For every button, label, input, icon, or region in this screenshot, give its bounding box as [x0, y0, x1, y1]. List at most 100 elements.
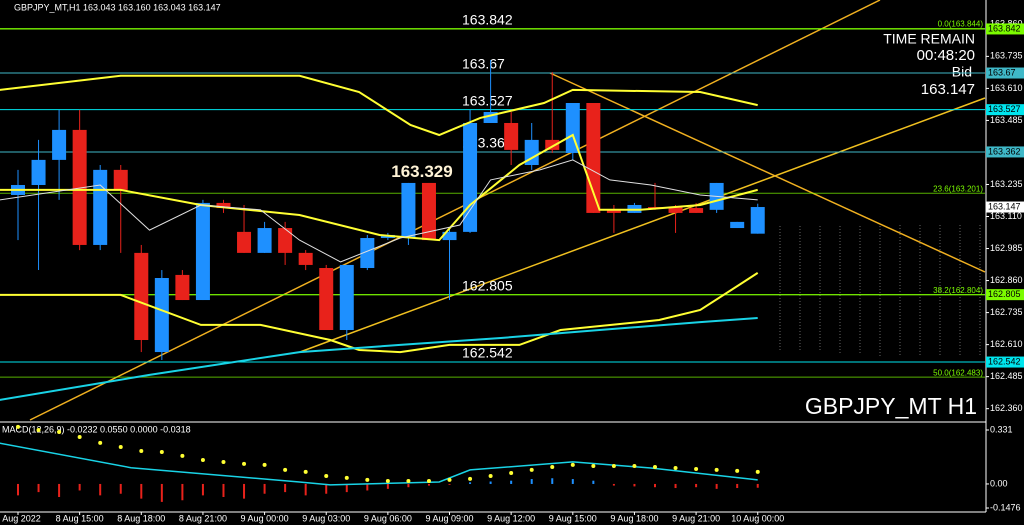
y-tick-label: 163.735: [990, 51, 1023, 61]
signal-dot: [344, 475, 349, 480]
signal-dot: [406, 479, 411, 484]
bid-price: 163.147: [921, 81, 975, 98]
bid-label: Bid: [952, 64, 972, 80]
signal-dot: [242, 461, 247, 466]
level-label: 163.67: [462, 56, 505, 72]
macd-bar: [695, 483, 698, 488]
trendline: [29, 0, 881, 421]
y-tick-label: -0.1476: [990, 502, 1021, 512]
macd-bar: [715, 483, 718, 489]
signal-dot: [283, 467, 288, 472]
x-tick-label: 9 Aug 06:00: [364, 513, 412, 523]
macd-bar: [551, 478, 554, 484]
candle-body: [319, 268, 334, 331]
macd-bar: [366, 483, 369, 491]
level-box: [986, 104, 1024, 116]
signal-dot: [591, 464, 596, 469]
signal-dot: [714, 467, 719, 472]
key-price: 163.329: [391, 162, 452, 181]
signal-dot: [447, 477, 452, 482]
level-label: 163.842: [462, 12, 513, 28]
signal-dot: [468, 476, 473, 481]
current-price-label: 163.147: [988, 201, 1021, 211]
candle-body: [257, 228, 272, 253]
macd-bar: [140, 483, 143, 499]
level-label: 162.542: [462, 345, 513, 361]
macd-bar: [119, 483, 122, 494]
signal-dot: [632, 464, 637, 469]
signal-dot: [426, 479, 431, 484]
y-tick-label: 0.331: [990, 424, 1013, 434]
macd-bar: [181, 483, 184, 501]
macd-title: MACD(12,26,9) -0.0232 0.0550 0.0000 -0.0…: [2, 424, 191, 434]
signal-dot: [673, 465, 678, 470]
candle-body: [31, 159, 46, 185]
signal-dot: [529, 467, 534, 472]
x-tick-label: 9 Aug 03:00: [302, 513, 350, 523]
indicator-line: [0, 74, 758, 137]
y-tick-label: 162.610: [990, 339, 1023, 349]
macd-bar: [612, 483, 615, 486]
macd-bar: [427, 483, 430, 486]
candle-body: [175, 274, 190, 301]
cloud-hatch: [779, 225, 981, 356]
signal-dot: [139, 449, 144, 454]
time-remain-label: TIME REMAIN: [883, 31, 975, 47]
candle-body: [668, 207, 683, 213]
fib-label: 23.6(163.201): [933, 184, 983, 193]
x-tick-label: 8 Aug 18:00: [117, 513, 165, 523]
macd-bar: [222, 483, 225, 497]
signal-dot: [570, 462, 575, 467]
candle-body: [52, 129, 67, 160]
macd-bar: [736, 483, 739, 489]
signal-dot: [735, 468, 740, 473]
signal-dot: [16, 424, 21, 429]
level-label: 162.805: [462, 277, 513, 293]
level-box: [986, 356, 1024, 368]
macd-bar: [756, 483, 759, 488]
x-tick-label: 8 Aug 2022: [0, 513, 41, 523]
signal-dot: [385, 479, 390, 484]
signal-dot: [652, 465, 657, 469]
x-tick-label: 9 Aug 18:00: [610, 513, 658, 523]
macd-bar: [304, 483, 307, 496]
y-tick-label: 162.360: [990, 403, 1023, 413]
macd-bar: [386, 483, 389, 489]
macd-bar: [37, 483, 40, 493]
macd-line: [0, 442, 758, 486]
x-tick-label: 8 Aug 21:00: [179, 513, 227, 523]
fib-label: 50.0(162.483): [933, 368, 983, 377]
signal-dot: [180, 453, 185, 458]
candle-body: [565, 103, 580, 153]
fib-label: 38.2(162.804): [933, 286, 983, 295]
signal-dot: [550, 465, 555, 469]
signal-dot: [221, 459, 226, 464]
macd-bar: [448, 483, 451, 485]
y-tick-label: 163.610: [990, 83, 1023, 93]
y-tick-label: 162.485: [990, 371, 1023, 381]
macd-bar: [407, 483, 410, 488]
macd-bar: [325, 483, 328, 494]
time-remain: 00:48:20: [917, 47, 975, 64]
macd-bar: [99, 483, 102, 496]
x-tick-label: 9 Aug 12:00: [487, 513, 535, 523]
indicator-line: [0, 272, 759, 354]
candle-body: [606, 209, 621, 213]
x-tick-label: 9 Aug 21:00: [672, 513, 720, 523]
y-tick-label: 163.110: [990, 211, 1022, 221]
candle-body: [134, 252, 149, 341]
macd-bar: [571, 479, 574, 484]
macd-bar: [263, 483, 266, 494]
macd-bar: [653, 483, 656, 488]
level-box: [986, 23, 1024, 35]
macd-bar: [510, 480, 513, 484]
x-tick-label: 9 Aug 15:00: [549, 513, 597, 523]
candle-body: [339, 264, 354, 331]
signal-dot: [488, 473, 493, 478]
y-tick-label: 163.485: [990, 115, 1023, 125]
signal-dot: [365, 477, 370, 482]
level-box-label: 163.527: [988, 104, 1021, 114]
candle-body: [750, 207, 765, 234]
chart-header: GBPJPY_MT,H1 163.043 163.160 163.043 163…: [14, 2, 221, 12]
trendline: [549, 72, 986, 273]
